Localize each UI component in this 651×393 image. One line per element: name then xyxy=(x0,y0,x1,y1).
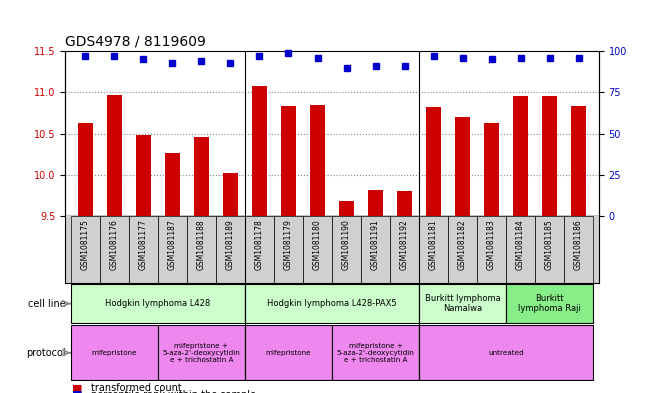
Text: GSM1081185: GSM1081185 xyxy=(545,219,554,270)
Bar xyxy=(245,325,332,380)
Bar xyxy=(187,216,216,283)
Bar xyxy=(339,201,353,216)
Text: GSM1081191: GSM1081191 xyxy=(371,219,380,270)
Bar xyxy=(158,216,187,283)
Text: GSM1081187: GSM1081187 xyxy=(168,219,177,270)
Text: GSM1081186: GSM1081186 xyxy=(574,219,583,270)
Bar xyxy=(71,284,245,323)
Text: GSM1081184: GSM1081184 xyxy=(516,219,525,270)
Text: GSM1081182: GSM1081182 xyxy=(458,219,467,270)
Bar xyxy=(397,191,412,216)
Bar xyxy=(535,216,564,283)
Bar xyxy=(281,106,296,216)
Text: GSM1081183: GSM1081183 xyxy=(487,219,496,270)
Bar xyxy=(165,152,180,216)
Bar xyxy=(158,325,245,380)
Text: GSM1081176: GSM1081176 xyxy=(110,219,119,270)
Text: Burkitt lymphoma
Namalwa: Burkitt lymphoma Namalwa xyxy=(424,294,501,313)
Bar xyxy=(100,216,129,283)
Text: untreated: untreated xyxy=(488,350,524,356)
Text: GSM1081192: GSM1081192 xyxy=(400,219,409,270)
Bar xyxy=(455,117,470,216)
Text: GSM1081188: GSM1081188 xyxy=(197,219,206,270)
Text: GSM1081177: GSM1081177 xyxy=(139,219,148,270)
Bar xyxy=(484,123,499,216)
Bar xyxy=(223,173,238,216)
Bar xyxy=(303,216,332,283)
Bar xyxy=(129,216,158,283)
Bar xyxy=(506,284,593,323)
Bar xyxy=(245,284,419,323)
Text: GSM1081175: GSM1081175 xyxy=(81,219,90,270)
Bar xyxy=(332,216,361,283)
Bar xyxy=(477,216,506,283)
Bar xyxy=(572,106,586,216)
Text: GSM1081189: GSM1081189 xyxy=(226,219,235,270)
Bar xyxy=(564,216,593,283)
Text: percentile rank within the sample: percentile rank within the sample xyxy=(91,390,256,393)
Text: GDS4978 / 8119609: GDS4978 / 8119609 xyxy=(65,35,206,48)
Bar xyxy=(368,190,383,216)
Bar xyxy=(419,284,506,323)
Bar xyxy=(107,95,122,216)
Text: GSM1081178: GSM1081178 xyxy=(255,219,264,270)
Bar xyxy=(332,325,419,380)
Text: mifepristone +
5-aza-2'-deoxycytidin
e + trichostatin A: mifepristone + 5-aza-2'-deoxycytidin e +… xyxy=(163,343,240,363)
Text: ■: ■ xyxy=(72,390,82,393)
Text: mifepristone: mifepristone xyxy=(266,350,311,356)
Bar xyxy=(514,96,528,216)
Text: GSM1081190: GSM1081190 xyxy=(342,219,351,270)
Text: Burkitt
lymphoma Raji: Burkitt lymphoma Raji xyxy=(518,294,581,313)
Bar xyxy=(136,135,150,216)
Bar xyxy=(252,86,267,216)
Bar xyxy=(311,105,325,216)
Text: transformed count: transformed count xyxy=(91,383,182,393)
Text: protocol: protocol xyxy=(26,348,66,358)
Bar xyxy=(78,123,92,216)
Text: cell line: cell line xyxy=(28,299,66,309)
Text: GSM1081180: GSM1081180 xyxy=(313,219,322,270)
Text: mifepristone +
5-aza-2'-deoxycytidin
e + trichostatin A: mifepristone + 5-aza-2'-deoxycytidin e +… xyxy=(337,343,415,363)
Bar xyxy=(245,216,274,283)
Bar xyxy=(274,216,303,283)
Bar xyxy=(71,216,100,283)
Bar xyxy=(426,107,441,216)
Text: mifepristone: mifepristone xyxy=(92,350,137,356)
Bar xyxy=(216,216,245,283)
Bar xyxy=(361,216,390,283)
Text: GSM1081181: GSM1081181 xyxy=(429,219,438,270)
Bar xyxy=(419,216,448,283)
Bar xyxy=(194,137,209,216)
Text: ■: ■ xyxy=(72,383,82,393)
Bar xyxy=(390,216,419,283)
Bar xyxy=(448,216,477,283)
Bar xyxy=(71,325,158,380)
Text: Hodgkin lymphoma L428-PAX5: Hodgkin lymphoma L428-PAX5 xyxy=(267,299,397,308)
Bar xyxy=(419,325,593,380)
Bar xyxy=(506,216,535,283)
Bar xyxy=(542,96,557,216)
Text: GSM1081179: GSM1081179 xyxy=(284,219,293,270)
Text: Hodgkin lymphoma L428: Hodgkin lymphoma L428 xyxy=(105,299,210,308)
